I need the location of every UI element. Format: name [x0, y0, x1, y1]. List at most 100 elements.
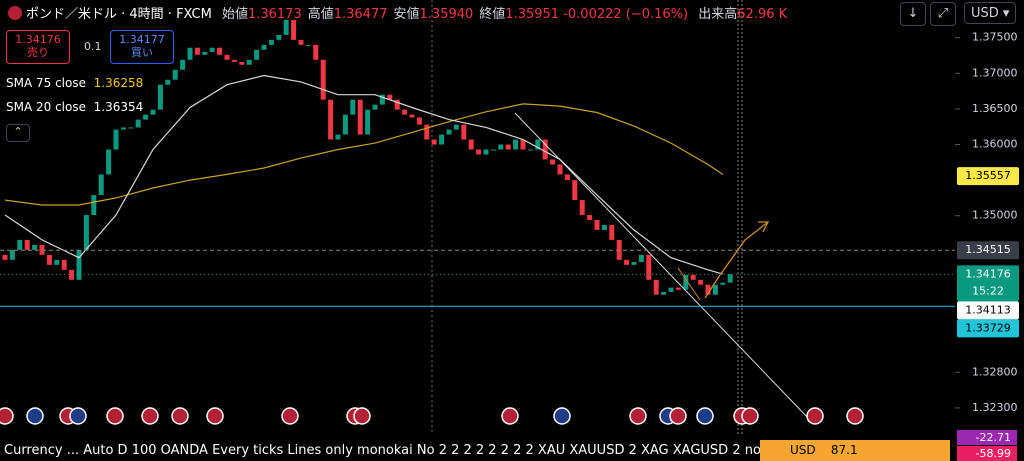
candle: [342, 114, 348, 135]
candle: [180, 59, 186, 70]
candle: [698, 279, 704, 285]
price-badge-label: 1.34113: [965, 303, 1011, 316]
sma-line: [4, 103, 724, 206]
collapse-button[interactable]: ⌃: [6, 124, 30, 142]
candle: [424, 124, 430, 140]
candle: [579, 200, 585, 216]
overlay-value: 87.1: [830, 443, 858, 457]
trend-line: [514, 112, 811, 421]
symbol: ポンド／米ドル · 4時間 · FXCM: [26, 7, 212, 22]
currency-select[interactable]: USD ▾: [964, 2, 1016, 24]
scroll-button[interactable]: ↓: [900, 2, 926, 26]
candle: [24, 239, 30, 250]
candle: [490, 149, 496, 151]
candle: [653, 279, 659, 295]
candle: [320, 59, 326, 100]
candle: [143, 114, 149, 120]
y-tick-label: 1.37000: [972, 66, 1018, 79]
ohlc-value: 1.35940: [419, 7, 474, 22]
price-badge: [957, 167, 1019, 186]
ohlc-label: 安値: [393, 7, 420, 22]
candle: [172, 69, 178, 80]
candle: [431, 139, 437, 145]
candle: [128, 127, 134, 129]
sma-line: [4, 74, 723, 275]
candle: [446, 129, 452, 135]
plot-area: [2, 19, 733, 295]
candle: [683, 274, 689, 290]
candle: [350, 99, 356, 115]
price-badge: [957, 241, 1019, 260]
price-badge: [957, 301, 1019, 320]
sell-label: 売り: [27, 46, 49, 59]
arrow-head: [758, 221, 770, 233]
candle: [365, 109, 371, 135]
candle: [624, 259, 630, 265]
candle: [120, 127, 126, 130]
candle: [416, 117, 422, 125]
overlay-badge: USD 87.1: [760, 440, 950, 461]
price-badge: [957, 265, 1019, 302]
indicator-value: 1.36354: [93, 100, 144, 114]
footer-bar: Currency ... Auto D 100 OANDA Every tick…: [0, 440, 894, 461]
pane-value-label: -58.99: [957, 446, 1017, 461]
candle: [165, 79, 171, 85]
candle: [520, 139, 526, 150]
candle: [231, 59, 237, 62]
ohlc-label: 終値: [479, 7, 506, 22]
candle: [202, 51, 208, 55]
y-tick-label: 1.32300: [972, 401, 1018, 414]
fullscreen-button[interactable]: ⤢: [930, 2, 956, 26]
candle: [335, 134, 341, 140]
candle: [661, 291, 667, 295]
candle: [150, 109, 156, 115]
price-badge-label: 1.33729: [965, 321, 1011, 334]
ohlc-values: 始値1.36173 高値1.36477 安値1.35940 終値1.35951: [216, 7, 559, 22]
candle: [9, 249, 15, 260]
candle: [587, 215, 593, 220]
candle: [498, 144, 504, 150]
candle: [209, 47, 215, 52]
candle: [727, 274, 733, 283]
buy-button[interactable]: 1.34177 買い: [110, 30, 174, 64]
drawing-line: [677, 267, 701, 301]
candle: [261, 44, 267, 50]
price-axis-bg: [955, 0, 1024, 461]
candle: [224, 54, 230, 60]
currency: USD: [971, 6, 999, 21]
volume: 62.96 K: [737, 7, 788, 22]
candle: [476, 149, 482, 155]
candle: [394, 99, 400, 110]
candle: [550, 159, 556, 165]
change: -0.00222 (−0.16%): [563, 7, 689, 22]
candle: [113, 129, 119, 150]
footer-text: Currency ... Auto D 100 OANDA Every tick…: [4, 443, 895, 458]
price-badge: [957, 319, 1019, 338]
sell-button[interactable]: 1.34176 売り: [6, 30, 70, 64]
candle: [2, 254, 8, 260]
candle: [468, 139, 474, 150]
candle: [254, 49, 260, 60]
candle: [32, 244, 38, 250]
price-badge-label: 1.34515: [965, 243, 1011, 256]
candle: [439, 134, 445, 145]
volume-label: 出来高: [698, 7, 738, 22]
overlay-currency: USD: [790, 443, 816, 457]
candle: [609, 224, 615, 240]
candle: [527, 149, 533, 151]
indicator-legend: SMA 75 close 1.36258: [6, 76, 143, 90]
y-tick-label: 1.36500: [972, 102, 1018, 115]
candle: [505, 144, 511, 150]
candle: [217, 47, 223, 55]
candle: [564, 174, 570, 181]
candle: [453, 124, 459, 130]
ohlc-value: 1.36477: [333, 7, 388, 22]
lot-size[interactable]: 0.1: [84, 40, 102, 53]
candle: [328, 99, 334, 140]
candle: [542, 139, 548, 160]
candle: [461, 124, 467, 140]
candle: [239, 61, 245, 65]
candle: [46, 254, 52, 265]
